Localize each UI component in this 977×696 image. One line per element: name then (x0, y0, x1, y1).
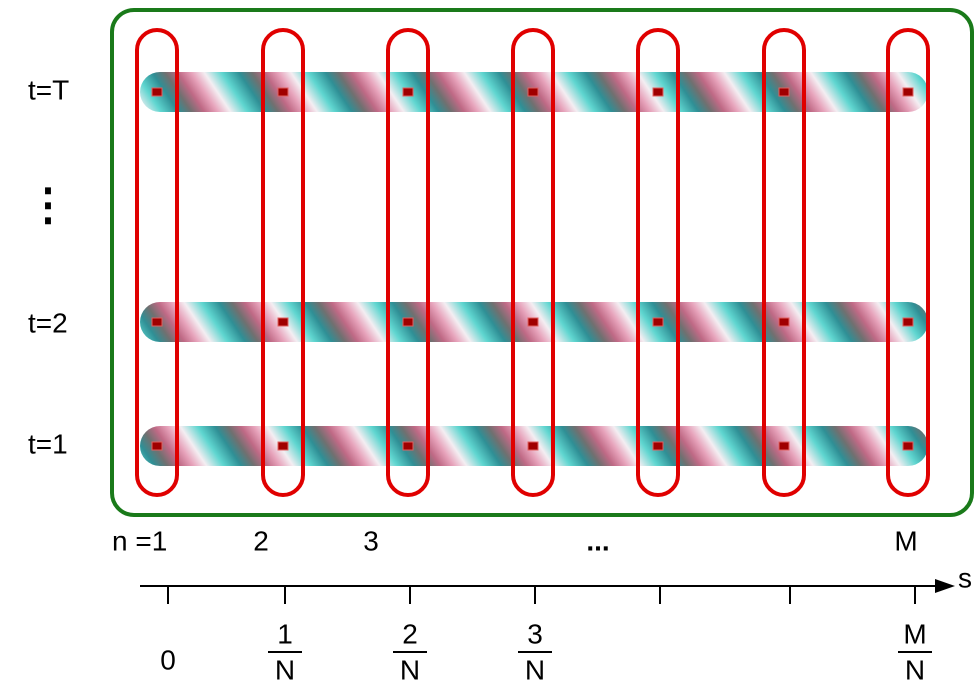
column-label: M (894, 525, 917, 556)
node (402, 441, 414, 451)
column-ellipse (261, 28, 305, 497)
row-label: ⋮ (26, 181, 70, 230)
frame (110, 8, 974, 517)
fraction-denominator: N (525, 654, 545, 685)
fraction-denominator: N (400, 654, 420, 685)
node (778, 441, 790, 451)
row-label: t=2 (28, 307, 68, 338)
column-label: 3 (363, 525, 379, 556)
node (778, 87, 790, 97)
column-label: ... (586, 525, 609, 556)
node (151, 317, 163, 327)
node (151, 87, 163, 97)
axis-label: s (958, 562, 972, 593)
nodes (151, 87, 914, 451)
axis-arrow (935, 579, 955, 593)
node (277, 317, 289, 327)
fraction-numerator: M (903, 618, 926, 649)
node (527, 441, 539, 451)
column-ellipse (511, 28, 555, 497)
fraction-numerator: 3 (527, 618, 543, 649)
node (778, 317, 790, 327)
column-ellipse (762, 28, 806, 497)
node (652, 441, 664, 451)
stripes (140, 72, 928, 466)
node (652, 87, 664, 97)
columns (135, 28, 930, 497)
node (527, 87, 539, 97)
fraction-numerator: 2 (402, 618, 418, 649)
node (652, 317, 664, 327)
node (902, 441, 914, 451)
node (902, 87, 914, 97)
column-label: 2 (253, 525, 269, 556)
node (277, 441, 289, 451)
column-ellipse (135, 28, 179, 497)
fraction-numerator: 1 (277, 618, 293, 649)
column-ellipse (886, 28, 930, 497)
fraction-denominator: N (275, 654, 295, 685)
node (902, 317, 914, 327)
node (527, 317, 539, 327)
column-ellipse (636, 28, 680, 497)
fraction-denominator: N (905, 654, 925, 685)
column-ellipse (386, 28, 430, 497)
row-label: t=T (28, 74, 69, 105)
node (277, 87, 289, 97)
column-label: n =1 (112, 525, 167, 556)
node (402, 317, 414, 327)
node (151, 441, 163, 451)
ticks (167, 586, 916, 604)
node (402, 87, 414, 97)
row-label: t=1 (28, 428, 68, 459)
tick-label: 0 (160, 644, 176, 675)
